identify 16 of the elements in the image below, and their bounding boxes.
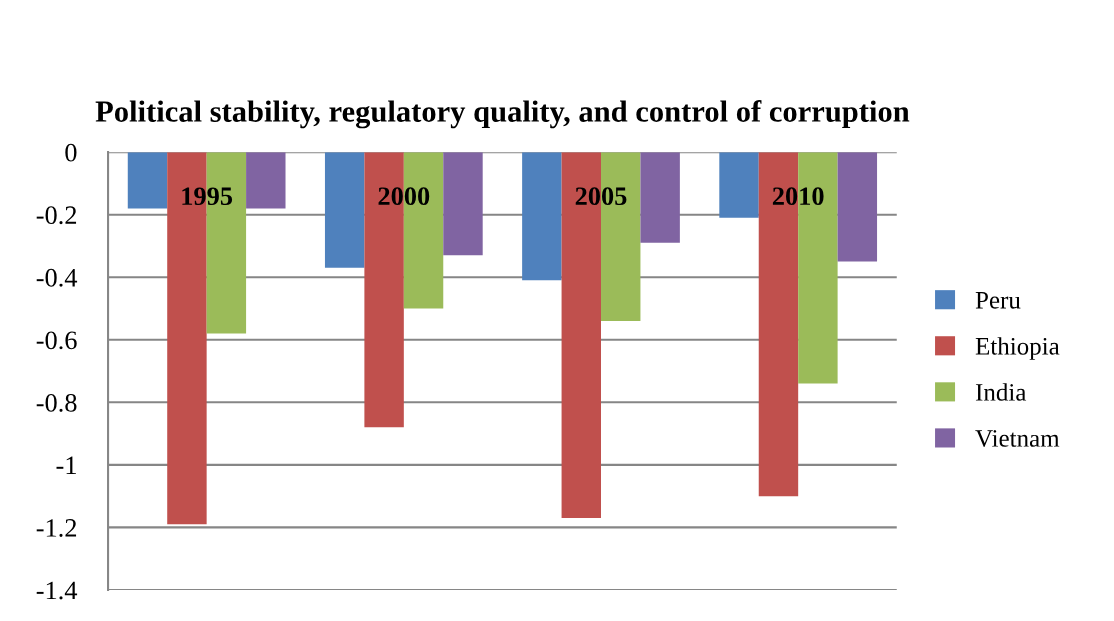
chart-title: Political stability, regulatory quality, and control of corruption bbox=[95, 100, 910, 129]
legend-label: Vietnam bbox=[975, 430, 1060, 447]
x-tick-label: 2005 bbox=[575, 187, 627, 206]
y-tick-label: -0.2 bbox=[36, 206, 77, 225]
y-tick-label: -0.8 bbox=[36, 393, 77, 412]
y-tick-label: -1 bbox=[56, 456, 76, 475]
x-tick-label: 1995 bbox=[182, 187, 233, 206]
legend-label: Ethiopia bbox=[975, 337, 1060, 360]
y-tick-label: 0 bbox=[65, 143, 77, 162]
y-tick-label: -1.4 bbox=[36, 581, 78, 600]
y-tick-label: -0.6 bbox=[36, 331, 77, 350]
legend-label: India bbox=[975, 383, 1027, 401]
y-tick-label: -0.4 bbox=[36, 268, 78, 287]
x-tick-label: 2000 bbox=[378, 187, 430, 206]
legend-label: Peru bbox=[975, 292, 1021, 309]
y-tick-label: -1.2 bbox=[36, 519, 77, 537]
